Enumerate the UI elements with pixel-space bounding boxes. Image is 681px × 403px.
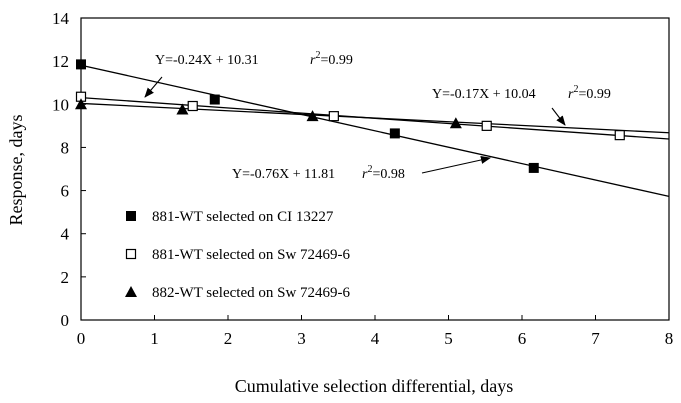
y-tick-label: 8 xyxy=(61,138,70,157)
x-tick-label: 2 xyxy=(224,329,233,348)
y-tick-label: 2 xyxy=(61,268,70,287)
y-tick-label: 6 xyxy=(61,182,70,201)
fit-line-series-1 xyxy=(80,64,670,198)
annotation-arrow-series-2 xyxy=(144,76,163,98)
r-squared-label-series-3: r2=0.99 xyxy=(568,84,611,102)
y-axis-label: Response, days xyxy=(6,115,26,226)
y-tick-label: 14 xyxy=(52,9,70,28)
legend-label-series-2: 881-WT selected on Sw 72469-6 xyxy=(152,247,351,263)
equation-annotations: Y=-0.24X + 10.31 r2=0.99 Y=-0.17X + 10.04 r… xyxy=(144,50,611,182)
equation-label-series-1: Y=-0.76X + 11.81 xyxy=(232,167,335,182)
x-tick-label: 7 xyxy=(591,329,600,348)
x-tick-label: 5 xyxy=(444,329,453,348)
legend-marker-series-2 xyxy=(125,248,137,260)
x-tick-label: 1 xyxy=(150,329,159,348)
x-tick-label: 4 xyxy=(371,329,380,348)
y-tick-label: 10 xyxy=(52,95,69,114)
y-tick-label: 12 xyxy=(52,52,69,71)
data-markers xyxy=(75,59,625,173)
data-point-series-3 xyxy=(306,110,319,122)
legend-label-series-3: 882-WT selected on Sw 72469-6 xyxy=(152,285,351,301)
legend-marker-series-3 xyxy=(125,286,137,297)
x-tick-label: 0 xyxy=(77,329,86,348)
data-point-series-2 xyxy=(187,100,198,112)
x-axis-label: Cumulative selection differential, days xyxy=(235,376,514,396)
annotation-arrow-series-1 xyxy=(421,156,491,174)
data-point-series-1 xyxy=(209,94,220,105)
equation-label-series-3: Y=-0.17X + 10.04 xyxy=(432,87,536,102)
data-point-series-2 xyxy=(614,130,625,141)
fit-lines xyxy=(80,64,670,198)
annotation-arrow-series-3 xyxy=(551,107,566,126)
data-point-series-2 xyxy=(481,120,492,131)
data-point-series-1 xyxy=(528,162,539,173)
data-point-series-3 xyxy=(449,117,462,129)
data-point-series-1 xyxy=(389,128,400,139)
data-point-series-2 xyxy=(328,111,339,122)
y-tick-label: 0 xyxy=(61,311,70,330)
fit-line-series-3 xyxy=(80,102,670,134)
legend: 881-WT selected on CI 13227 881-WT select… xyxy=(125,209,351,301)
data-point-series-3 xyxy=(176,103,189,115)
legend-marker-series-1 xyxy=(126,211,136,221)
y-tick-label: 4 xyxy=(61,225,70,244)
r-squared-label-series-2: r2=0.99 xyxy=(310,50,353,68)
x-tick-label: 6 xyxy=(518,329,527,348)
x-tick-label: 3 xyxy=(297,329,306,348)
x-tick-label: 8 xyxy=(665,329,674,348)
data-point-series-1 xyxy=(76,59,86,70)
legend-label-series-1: 881-WT selected on CI 13227 xyxy=(152,209,334,225)
r-squared-label-series-1: r2=0.98 xyxy=(362,164,405,182)
equation-label-series-2: Y=-0.24X + 10.31 xyxy=(155,53,259,68)
